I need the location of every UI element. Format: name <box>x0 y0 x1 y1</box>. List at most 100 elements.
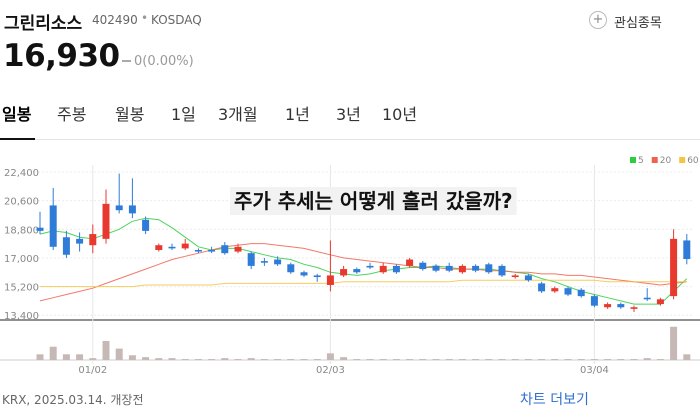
volume-bar <box>168 358 176 360</box>
volume-bar <box>366 359 374 360</box>
volume-bar <box>524 359 532 360</box>
separator: • <box>141 11 149 25</box>
x-tick-label: 02/03 <box>316 365 345 376</box>
volume-bar <box>142 357 150 360</box>
y-tick-label: 22,400 <box>4 168 39 179</box>
y-tick-label: 17,000 <box>4 254 39 265</box>
candle-body <box>89 234 97 246</box>
no-change-icon <box>122 60 131 62</box>
volume-bar <box>604 359 612 360</box>
moving-average-line <box>39 243 687 302</box>
volume-bar <box>155 358 163 360</box>
y-tick-label: 13,400 <box>4 311 39 322</box>
volume-bar <box>62 354 70 360</box>
tab[interactable]: 1일 <box>171 105 196 124</box>
candle-body <box>683 240 691 260</box>
candle-body <box>155 245 163 250</box>
candle-body <box>76 238 84 244</box>
candle-body <box>49 205 57 247</box>
volume-bar <box>287 359 295 360</box>
candle-body <box>313 275 321 278</box>
tab-indicator <box>0 138 35 140</box>
candle-body <box>432 265 440 271</box>
candle-body <box>287 264 295 273</box>
tab[interactable]: 월봉 <box>115 105 145 124</box>
volume-bar <box>379 359 387 360</box>
volume-bar <box>313 359 321 360</box>
stock-name: 그린리소스 <box>4 14 83 34</box>
y-tick-label: 15,200 <box>4 283 39 294</box>
y-tick-label: 18,800 <box>4 225 39 236</box>
volume-bar <box>683 354 691 360</box>
candle-body <box>340 269 348 276</box>
annotation-bg <box>230 187 517 215</box>
tab[interactable]: 1년 <box>285 105 310 124</box>
volume-bar <box>234 359 242 360</box>
candle-body <box>498 265 506 276</box>
candle-body <box>221 245 229 254</box>
candle-body <box>551 288 559 292</box>
volume-bar <box>326 353 334 360</box>
legend-label: 20 <box>660 156 672 166</box>
more-link[interactable]: 차트 더보기 <box>520 392 589 408</box>
volume-bar <box>458 359 466 360</box>
candle-body <box>247 253 255 266</box>
volume-bar <box>551 359 559 360</box>
candle-body <box>538 283 546 292</box>
tab[interactable]: 3개월 <box>218 105 258 124</box>
volume-bar <box>577 359 585 360</box>
volume-bar <box>274 359 282 360</box>
price: 16,930 <box>3 38 120 74</box>
volume-bar <box>538 359 546 360</box>
volume-bar <box>511 359 519 360</box>
tab[interactable]: 주봉 <box>57 105 87 124</box>
volume-bar <box>76 354 84 360</box>
candle-body <box>353 269 361 273</box>
price-change: 0(0.00%) <box>134 54 194 69</box>
candle-body <box>406 259 414 266</box>
legend-swatch <box>630 157 636 163</box>
watch-icon[interactable]: + <box>589 11 607 29</box>
watch-button[interactable]: 관심종목 <box>614 16 662 31</box>
legend-label: 5 <box>638 156 644 166</box>
page: 그린리소스 402490 • KOSDAQ + 관심종목 16,930 0(0.… <box>0 11 700 408</box>
volume-bar <box>392 359 400 360</box>
tab[interactable]: 일봉 <box>2 105 32 124</box>
market: KOSDAQ <box>151 13 202 27</box>
volume-bar <box>445 359 453 360</box>
volume-bar <box>419 359 427 360</box>
volume-bar <box>221 358 229 360</box>
annotation: 주가 추세는 어떻게 흘러 갔을까? <box>234 189 513 213</box>
y-tick-label: 20,600 <box>4 197 39 208</box>
candle-body <box>102 203 110 239</box>
volume-bar <box>432 359 440 360</box>
candle-body <box>643 297 651 300</box>
candle-body <box>274 259 282 265</box>
volume-bar <box>181 359 189 360</box>
tab[interactable]: 3년 <box>336 105 361 124</box>
volume-bar <box>247 358 255 360</box>
volume-bar <box>102 341 110 360</box>
candle-body <box>445 265 453 271</box>
candle-body <box>115 205 123 211</box>
volume-bar <box>643 358 651 360</box>
candle-body <box>604 304 612 308</box>
candle-body <box>630 307 638 309</box>
volume-bar <box>472 359 480 360</box>
tab[interactable]: 10년 <box>382 105 418 124</box>
candle-body <box>472 265 480 271</box>
candle-body <box>234 246 242 252</box>
x-tick-label: 01/02 <box>78 365 107 376</box>
legend-swatch <box>679 157 686 163</box>
volume-bar <box>617 359 625 360</box>
volume-bar <box>115 348 123 360</box>
chart: 22,400 20,600 18,800 17,000 15,200 13,400 01/0… <box>0 156 700 376</box>
candle-body <box>670 238 678 297</box>
candle-body <box>168 246 176 249</box>
moving-average-line <box>40 279 687 288</box>
candle-body <box>36 227 44 231</box>
candle-body <box>485 264 493 273</box>
candle-body <box>617 304 625 308</box>
candle-body <box>656 299 664 305</box>
volume-bar <box>590 359 598 360</box>
